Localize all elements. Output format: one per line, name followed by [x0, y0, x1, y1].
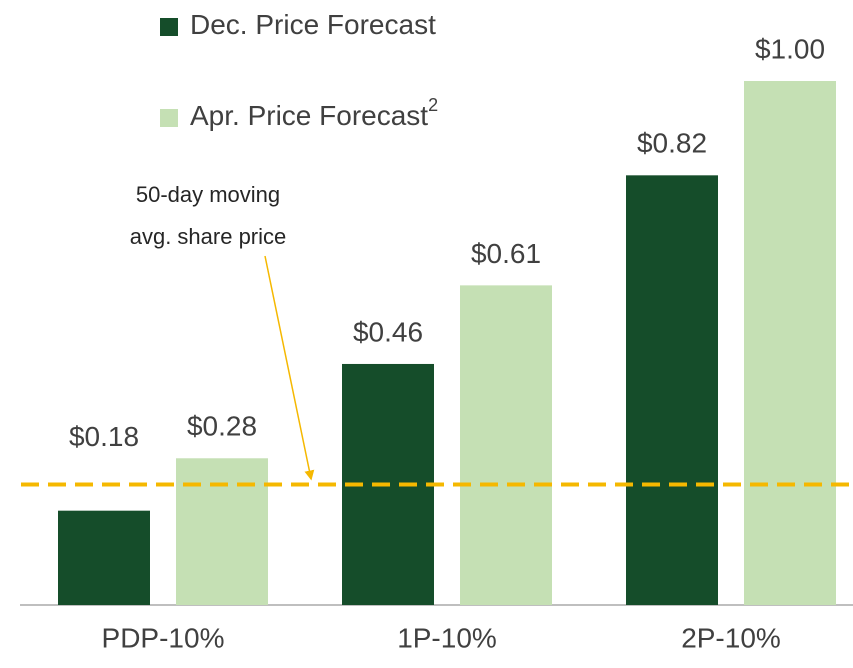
value-label: $0.46 — [353, 316, 423, 347]
value-label: $0.82 — [637, 128, 707, 159]
bar — [176, 458, 268, 605]
x-tick-label: PDP-10% — [102, 622, 225, 653]
bar — [626, 175, 718, 605]
bar — [460, 285, 552, 605]
value-label: $1.00 — [755, 33, 825, 64]
legend-label: Dec. Price Forecast — [190, 9, 436, 40]
value-label: $0.18 — [69, 421, 139, 452]
value-label: $0.28 — [187, 411, 257, 442]
x-tick-label: 1P-10% — [397, 622, 497, 653]
legend-swatch — [160, 18, 178, 36]
legend-swatch — [160, 109, 178, 127]
bar — [58, 510, 150, 605]
legend-text: Apr. Price Forecast — [190, 100, 428, 131]
annotation: 50-day moving — [136, 182, 280, 207]
bar — [744, 81, 836, 605]
legend-superscript: 2 — [428, 95, 438, 115]
legend-label: Apr. Price Forecast2 — [190, 95, 438, 132]
value-label: $0.61 — [471, 238, 541, 269]
annotation: avg. share price — [130, 224, 287, 249]
legend-text: Dec. Price Forecast — [190, 9, 436, 40]
x-tick-label: 2P-10% — [681, 622, 781, 653]
annotation-arrow — [264, 255, 315, 481]
